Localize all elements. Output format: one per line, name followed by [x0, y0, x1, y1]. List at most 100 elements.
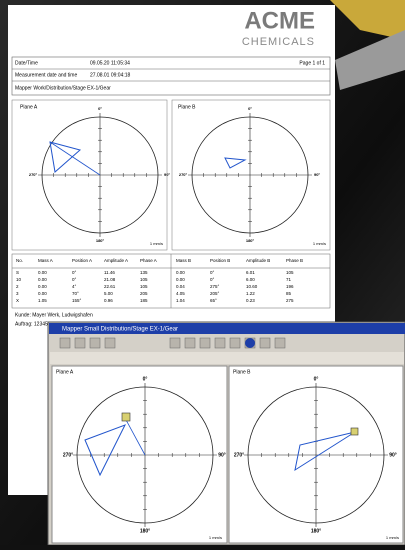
marker [351, 428, 358, 435]
table-cell: 0° [210, 270, 215, 275]
table-header: Mass A [38, 258, 53, 263]
table-cell: 155° [72, 298, 82, 303]
table-cell: S [16, 270, 19, 275]
table-header: Amplitude A [104, 258, 128, 263]
plot-label: Plane B [178, 104, 196, 110]
table-cell: 0° [72, 277, 77, 282]
table-cell: 4.05 [176, 291, 185, 296]
angle-label: 270° [29, 172, 38, 177]
toolbar-button [90, 338, 100, 348]
plot-label: Plane A [56, 369, 74, 375]
field-value: 09.05.20 11:05:34 [90, 60, 130, 66]
input-bar [50, 352, 404, 364]
table-header: Mass B [176, 258, 191, 263]
table-cell: 1.04 [176, 298, 185, 303]
unit: 1 mm/s [313, 241, 326, 246]
table-cell: 205 [140, 291, 148, 296]
table-cell: 1.22 [246, 291, 255, 296]
angle-label: 270° [63, 452, 73, 458]
angle-label: 90° [314, 172, 320, 177]
marker [122, 413, 130, 421]
angle-label: 90° [218, 452, 226, 458]
plot-label: Plane B [233, 369, 251, 375]
unit: 1 mm/s [209, 535, 222, 540]
table-cell: 275 [286, 298, 294, 303]
angle-label: 0° [248, 106, 252, 111]
table-cell: 6.00 [246, 277, 255, 282]
path: Mapper Work/Distribution/Stage EX-1/Gear [15, 85, 111, 91]
toolbar-button [260, 338, 270, 348]
logo: ACME [244, 7, 315, 34]
table-cell: 10.60 [246, 284, 258, 289]
angle-label: 180° [246, 238, 255, 243]
table-cell: 70° [72, 291, 79, 296]
table-cell: 6.01 [246, 270, 255, 275]
toolbar-button [275, 338, 285, 348]
table-cell: 10 [16, 277, 22, 282]
table-cell: 0.00 [176, 277, 185, 282]
table-cell: 275° [210, 284, 220, 289]
toolbar-button [75, 338, 85, 348]
table-cell: 105 [286, 270, 294, 275]
toolbar[interactable] [50, 336, 404, 350]
table-header: Phase A [140, 258, 157, 263]
toolbar-icons [60, 338, 285, 348]
table-cell: 0.00 [38, 291, 47, 296]
table-cell: 0.00 [38, 284, 47, 289]
order: Auftrag: 12345 [15, 321, 48, 327]
info-icon [245, 338, 255, 348]
table-cell: 185 [140, 298, 148, 303]
table-cell: 0° [72, 270, 77, 275]
table-cell: 135 [140, 270, 148, 275]
table-cell: 5.00 [104, 291, 113, 296]
table-cell: 4° [72, 284, 77, 289]
table-header: No. [16, 258, 23, 263]
table-cell: 205° [210, 291, 220, 296]
table-cell: 0° [210, 277, 215, 282]
field-value: 27.08.01 09:04:18 [90, 72, 131, 78]
toolbar-button [185, 338, 195, 348]
table-cell: X [16, 298, 19, 303]
unit: 1 mm/s [386, 535, 399, 540]
table-cell: 11.46 [104, 270, 115, 275]
table-cell: 1.05 [38, 298, 47, 303]
angle-label: 0° [314, 376, 319, 382]
angle-label: 180° [96, 238, 105, 243]
app-plot-frame [52, 366, 227, 543]
scene: ACME CHEMICALS Date/Time 09.05.20 11:05:… [0, 0, 405, 545]
table-cell: 0.96 [104, 298, 113, 303]
unit: 1 mm/s [150, 241, 163, 246]
angle-label: 180° [311, 528, 321, 534]
table-cell: 65° [210, 298, 217, 303]
table-cell: 71 [286, 277, 292, 282]
toolbar-button [230, 338, 240, 348]
page-number: Page 1 of 1 [299, 60, 325, 66]
table-cell: 0.00 [176, 270, 185, 275]
angle-label: 180° [140, 528, 150, 534]
angle-label: 0° [98, 106, 102, 111]
angle-label: 270° [179, 172, 188, 177]
table-cell: 85 [286, 291, 292, 296]
plot-label: Plane A [20, 104, 38, 110]
table-cell: 0.04 [176, 284, 185, 289]
table-cell: 21.08 [104, 277, 116, 282]
table-cell: 105 [140, 284, 148, 289]
table-cell: 0.23 [246, 298, 255, 303]
table-cell: 105 [140, 277, 148, 282]
toolbar-button [105, 338, 115, 348]
angle-label: 270° [234, 452, 244, 458]
table-cell: 22.61 [104, 284, 116, 289]
angle-label: 0° [143, 376, 148, 382]
logo-sub: CHEMICALS [242, 36, 315, 48]
toolbar-button [200, 338, 210, 348]
window-title: Mapper Small Distribution/Stage EX-1/Gea… [62, 327, 178, 333]
table-header: Amplitude B [246, 258, 270, 263]
table-header: Position B [210, 258, 230, 263]
toolbar-button [215, 338, 225, 348]
field-label: Date/Time [15, 60, 38, 66]
angle-label: 90° [389, 452, 397, 458]
page: ACME CHEMICALS Date/Time 09.05.20 11:05:… [0, 0, 405, 545]
field-label: Measurement date and time [15, 72, 77, 78]
table-cell: 196 [286, 284, 294, 289]
table-header: Phase B [286, 258, 303, 263]
